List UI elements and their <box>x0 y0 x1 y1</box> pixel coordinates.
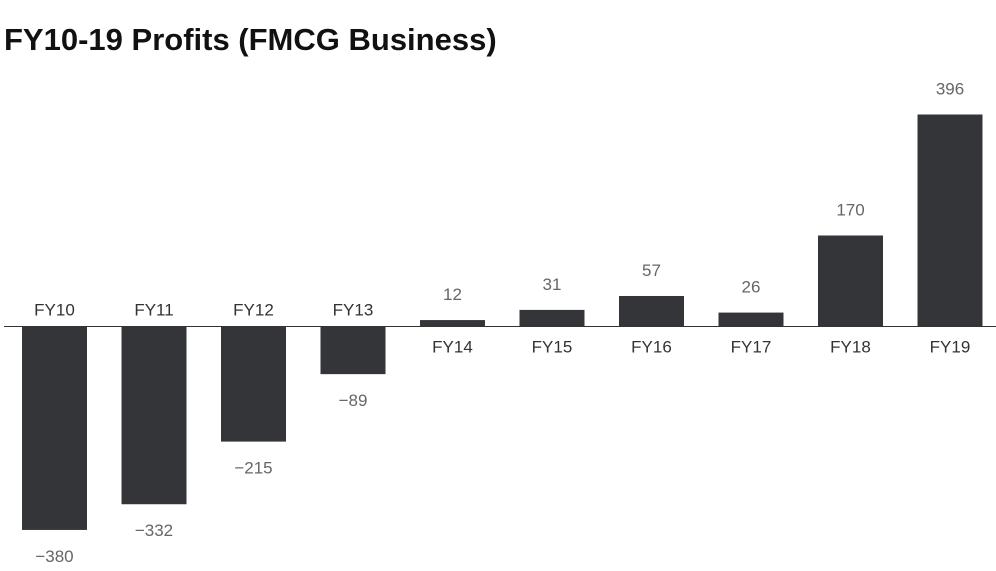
category-label-fy16: FY16 <box>631 338 672 357</box>
bar-fy15 <box>519 309 585 327</box>
value-label-fy10: −380 <box>35 547 73 566</box>
value-label-fy18: 170 <box>836 200 864 219</box>
category-label-fy11: FY11 <box>134 301 173 320</box>
chart-title: FY10-19 Profits (FMCG Business) <box>4 22 497 57</box>
bar-fy10 <box>22 326 87 530</box>
value-label-fy15: 31 <box>543 275 562 294</box>
bar-fy19 <box>917 114 983 327</box>
bar-fy17 <box>718 312 784 327</box>
value-label-fy12: −215 <box>234 459 272 478</box>
category-label-fy13: FY13 <box>333 301 374 320</box>
category-label-fy17: FY17 <box>731 338 772 357</box>
category-label-fy12: FY12 <box>233 301 274 320</box>
category-label-fy15: FY15 <box>532 338 573 357</box>
value-label-fy19: 396 <box>936 80 964 99</box>
bar-fy12 <box>221 326 286 442</box>
bar-fy16 <box>619 295 684 327</box>
value-label-fy17: 26 <box>742 278 761 297</box>
bar-fy18 <box>818 235 883 327</box>
category-label-fy19: FY19 <box>930 338 971 357</box>
value-label-fy13: −89 <box>339 391 368 410</box>
bar-fy13 <box>320 326 386 375</box>
category-label-fy10: FY10 <box>34 301 75 320</box>
value-label-fy16: 57 <box>642 261 661 280</box>
category-label-fy14: FY14 <box>432 338 473 357</box>
category-label-fy18: FY18 <box>830 338 871 357</box>
value-label-fy14: 12 <box>443 285 462 304</box>
bar-fy14 <box>420 320 485 327</box>
bar-fy11 <box>121 326 187 505</box>
value-label-fy11: −332 <box>135 521 173 540</box>
